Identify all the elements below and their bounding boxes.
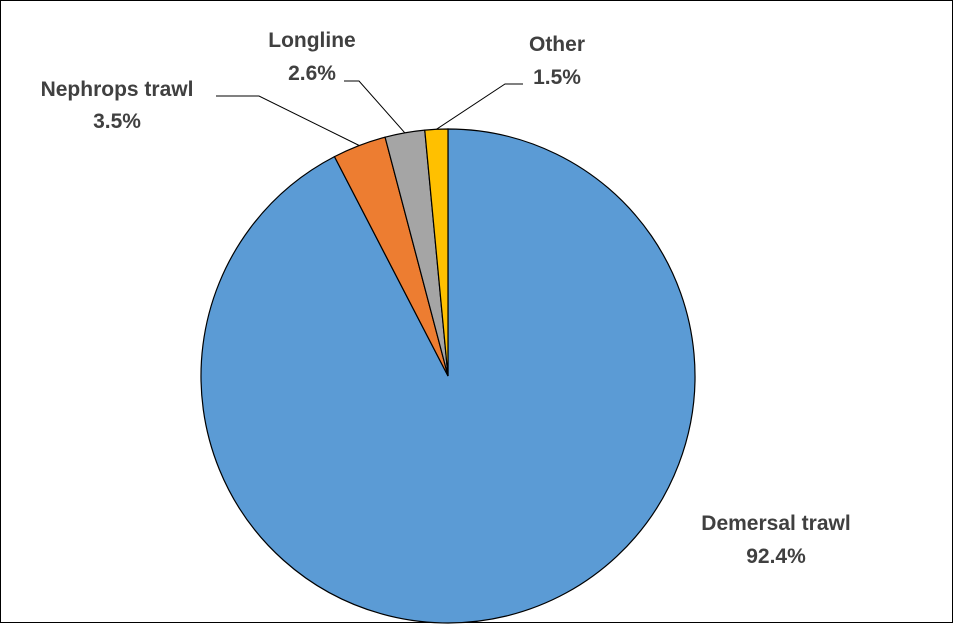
slice-value-other: 1.5%	[533, 66, 581, 89]
label-demersal-trawl: Demersal trawl 92.4%	[701, 512, 850, 568]
pie-slices	[200, 128, 696, 624]
slice-label-other: Other	[529, 33, 585, 56]
pie-slice-other	[424, 128, 449, 377]
slice-value-nephrops-trawl: 3.5%	[93, 110, 141, 133]
label-longline: Longline 2.6%	[268, 29, 356, 85]
label-other: Other 1.5%	[529, 33, 585, 89]
slice-label-nephrops-trawl: Nephrops trawl	[41, 78, 194, 101]
leader-lines	[216, 80, 523, 146]
slice-label-demersal-trawl: Demersal trawl	[701, 512, 850, 535]
leader-line-other	[436, 83, 523, 130]
slice-value-longline: 2.6%	[288, 62, 336, 85]
slice-label-longline: Longline	[268, 29, 356, 52]
leader-line-longline	[344, 80, 406, 134]
pie-slice-demersal-trawl	[200, 128, 696, 624]
leader-line-nephrops-trawl	[216, 95, 360, 146]
label-nephrops-trawl: Nephrops trawl 3.5%	[41, 78, 194, 133]
slice-value-demersal-trawl: 92.4%	[746, 545, 806, 568]
